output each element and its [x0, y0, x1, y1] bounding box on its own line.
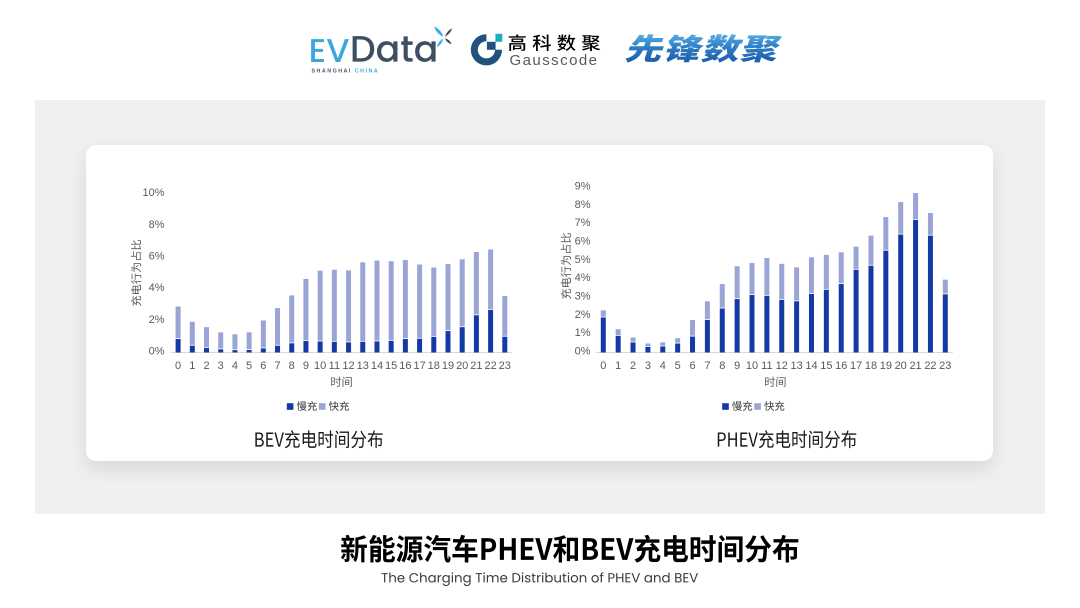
svg-text:17: 17: [850, 360, 862, 372]
svg-text:5%: 5%: [575, 254, 591, 266]
svg-text:20: 20: [895, 360, 907, 372]
svg-text:14: 14: [805, 360, 817, 372]
svg-text:1: 1: [189, 360, 195, 372]
svg-text:23: 23: [499, 360, 511, 372]
svg-text:2: 2: [630, 360, 636, 372]
svg-text:22: 22: [924, 360, 936, 372]
svg-text:3%: 3%: [575, 291, 591, 303]
svg-text:15: 15: [820, 360, 832, 372]
svg-text:21: 21: [909, 360, 921, 372]
svg-text:10%: 10%: [142, 187, 164, 199]
svg-text:0: 0: [600, 360, 606, 372]
svg-text:SHANGHAI CHINA: SHANGHAI CHINA: [312, 69, 380, 75]
svg-text:13: 13: [357, 360, 369, 372]
svg-text:3: 3: [218, 360, 224, 372]
svg-text:18: 18: [865, 360, 877, 372]
svg-text:20: 20: [456, 360, 468, 372]
svg-text:0%: 0%: [575, 346, 591, 358]
svg-text:17: 17: [413, 360, 425, 372]
svg-text:1: 1: [615, 360, 621, 372]
svg-text:16: 16: [835, 360, 847, 372]
svg-text:21: 21: [470, 360, 482, 372]
svg-text:8%: 8%: [149, 219, 165, 231]
svg-text:3: 3: [645, 360, 651, 372]
svg-text:8: 8: [719, 360, 725, 372]
svg-text:12: 12: [342, 360, 354, 372]
svg-text:10: 10: [746, 360, 758, 372]
svg-text:9: 9: [734, 360, 740, 372]
svg-text:6: 6: [689, 360, 695, 372]
svg-text:6%: 6%: [149, 251, 165, 263]
svg-text:2%: 2%: [575, 309, 591, 321]
svg-text:6: 6: [260, 360, 266, 372]
svg-text:19: 19: [442, 360, 454, 372]
svg-text:11: 11: [761, 360, 772, 372]
svg-text:0: 0: [175, 360, 181, 372]
svg-text:10: 10: [314, 360, 326, 372]
svg-text:4: 4: [232, 360, 238, 372]
svg-text:4%: 4%: [575, 272, 591, 284]
svg-text:6%: 6%: [575, 236, 591, 248]
svg-text:4%: 4%: [149, 282, 165, 294]
svg-text:18: 18: [428, 360, 440, 372]
svg-text:7: 7: [274, 360, 280, 372]
svg-text:7%: 7%: [575, 217, 591, 229]
svg-text:23: 23: [939, 360, 951, 372]
svg-text:5: 5: [675, 360, 681, 372]
svg-text:12: 12: [776, 360, 788, 372]
svg-text:19: 19: [880, 360, 892, 372]
svg-text:9%: 9%: [575, 180, 591, 192]
svg-text:0%: 0%: [149, 346, 165, 358]
svg-text:1%: 1%: [575, 327, 591, 339]
svg-text:11: 11: [329, 360, 340, 372]
svg-text:13: 13: [790, 360, 802, 372]
svg-text:14: 14: [371, 360, 383, 372]
svg-text:8%: 8%: [575, 199, 591, 211]
svg-text:Gausscode: Gausscode: [510, 52, 600, 69]
svg-text:7: 7: [704, 360, 710, 372]
svg-text:4: 4: [660, 360, 666, 372]
svg-text:8: 8: [289, 360, 295, 372]
svg-text:15: 15: [385, 360, 397, 372]
svg-text:16: 16: [399, 360, 411, 372]
svg-text:2%: 2%: [149, 314, 165, 326]
svg-text:5: 5: [246, 360, 252, 372]
svg-text:22: 22: [484, 360, 496, 372]
svg-text:2: 2: [203, 360, 209, 372]
svg-text:9: 9: [303, 360, 309, 372]
